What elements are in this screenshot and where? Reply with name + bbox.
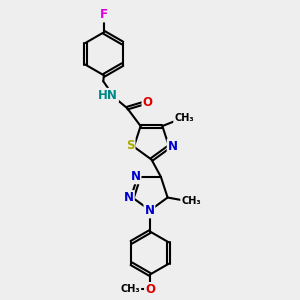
Text: O: O	[145, 283, 155, 296]
Text: O: O	[142, 96, 152, 109]
Text: N: N	[168, 140, 178, 153]
Text: N: N	[130, 170, 140, 183]
Text: CH₃: CH₃	[121, 284, 140, 295]
Text: F: F	[100, 8, 108, 22]
Text: HN: HN	[98, 89, 118, 102]
Text: CH₃: CH₃	[181, 196, 201, 206]
Text: N: N	[144, 204, 154, 218]
Text: N: N	[124, 191, 134, 204]
Text: CH₃: CH₃	[174, 113, 194, 123]
Text: S: S	[126, 139, 135, 152]
